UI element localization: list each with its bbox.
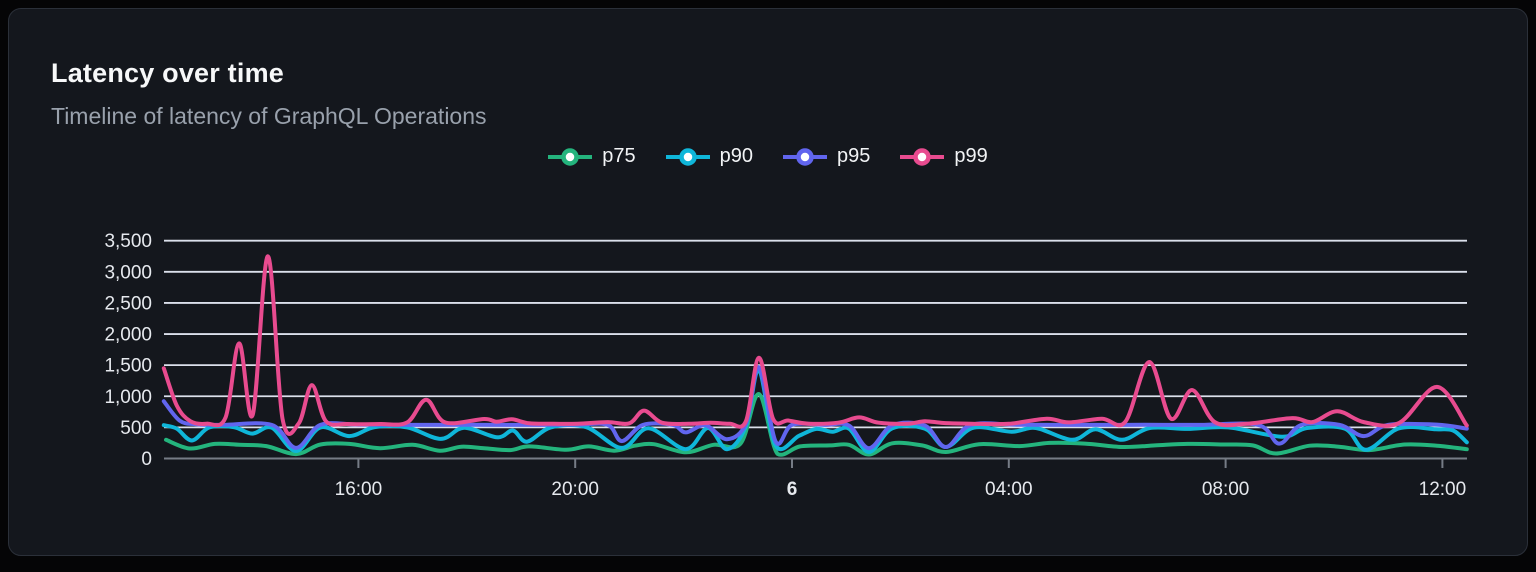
series-line-p95[interactable] [161,365,1469,451]
x-tick-label: 12:00 [1419,479,1467,500]
y-tick-label: 2,500 [104,293,152,314]
y-tick-label: 3,500 [104,231,152,252]
legend-label: p75 [602,145,636,167]
y-tick-label: 2,000 [104,325,152,346]
legend-label: p95 [837,145,871,167]
legend-item-p75[interactable]: p75 [548,145,636,168]
series-line-p99[interactable] [161,254,1469,436]
chart-legend: p75 p90 p95 p99 [9,145,1527,168]
page-title: Latency over time [51,58,284,88]
y-tick-label: 0 [141,449,152,470]
y-tick-label: 1,000 [104,387,152,408]
legend-marker-icon [900,147,945,166]
legend-item-p95[interactable]: p95 [783,145,870,168]
legend-item-p99[interactable]: p99 [900,145,988,168]
legend-label: p90 [719,145,753,167]
legend-item-p90[interactable]: p90 [665,145,753,168]
y-tick-label: 500 [120,418,152,439]
page-subtitle: Timeline of latency of GraphQL Operation… [51,103,487,129]
latency-chart-canvas[interactable]: 0 500 1,000 1,500 2,000 2,500 3,000 3,500 16:00 2… [9,9,1536,572]
x-tick-label: 20:00 [551,479,599,500]
legend-marker-icon [665,147,710,166]
x-tick-label: 6 [787,479,798,500]
x-tick-label: 04:00 [985,479,1033,500]
legend-label: p99 [954,145,988,167]
latency-card: Latency over time Timeline of latency of… [8,8,1528,556]
y-tick-label: 3,000 [104,262,152,283]
x-tick-label: 16:00 [335,479,383,500]
legend-marker-icon [548,147,593,166]
legend-marker-icon [783,147,827,166]
y-tick-label: 1,500 [104,356,152,377]
x-tick-label: 08:00 [1202,479,1250,500]
